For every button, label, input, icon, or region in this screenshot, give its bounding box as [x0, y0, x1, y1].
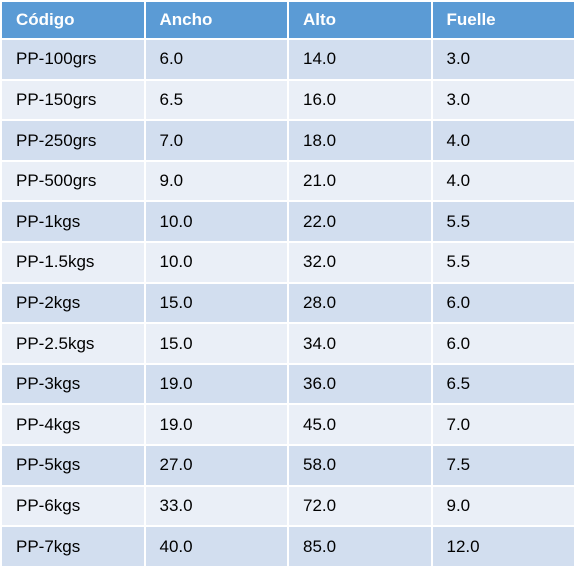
table-cell: 14.0 — [289, 40, 431, 79]
table-row: PP-100grs 6.0 14.0 3.0 — [2, 40, 574, 79]
header-cell: Alto — [289, 2, 431, 38]
table-cell: 9.0 — [432, 486, 574, 526]
table-row: PP-6kgs 33.0 72.0 9.0 — [2, 486, 574, 526]
table-row: PP-5kgs 27.0 58.0 7.5 — [2, 446, 574, 485]
table-row: PP-500grs 9.0 21.0 4.0 — [2, 161, 574, 201]
table-cell: PP-4kgs — [2, 405, 144, 445]
table-row: PP-3kgs 19.0 36.0 6.5 — [2, 364, 574, 404]
table-cell: 7.5 — [432, 446, 574, 485]
table-row: PP-2.5kgs 15.0 34.0 6.0 — [2, 324, 574, 363]
header-row: Código Ancho Alto Fuelle — [2, 2, 574, 38]
table-cell: PP-1.5kgs — [2, 243, 144, 282]
table-cell: 19.0 — [145, 364, 287, 404]
table-cell: 58.0 — [289, 446, 431, 485]
table-cell: 15.0 — [145, 283, 287, 323]
table-cell: 72.0 — [289, 486, 431, 526]
table-cell: PP-5kgs — [2, 446, 144, 485]
table-cell: 6.0 — [432, 324, 574, 363]
table-cell: 7.0 — [145, 121, 287, 160]
table-row: PP-2kgs 15.0 28.0 6.0 — [2, 283, 574, 323]
table-cell: PP-3kgs — [2, 364, 144, 404]
table-cell: PP-2kgs — [2, 283, 144, 323]
table-cell: 7.0 — [432, 405, 574, 445]
table-cell: 3.0 — [432, 40, 574, 79]
table-cell: 15.0 — [145, 324, 287, 363]
table-header: Código Ancho Alto Fuelle — [2, 2, 574, 38]
header-cell: Ancho — [145, 2, 287, 38]
table-cell: 21.0 — [289, 161, 431, 201]
table-row: PP-4kgs 19.0 45.0 7.0 — [2, 405, 574, 445]
table-cell: 27.0 — [145, 446, 287, 485]
table-cell: 9.0 — [145, 161, 287, 201]
table-cell: 5.5 — [432, 243, 574, 282]
table-cell: 40.0 — [145, 527, 287, 566]
table-cell: PP-500grs — [2, 161, 144, 201]
table-cell: 33.0 — [145, 486, 287, 526]
table-row: PP-150grs 6.5 16.0 3.0 — [2, 80, 574, 120]
table-cell: 28.0 — [289, 283, 431, 323]
table-cell: 4.0 — [432, 161, 574, 201]
header-cell: Fuelle — [432, 2, 574, 38]
table-cell: 3.0 — [432, 80, 574, 120]
table-cell: 6.0 — [145, 40, 287, 79]
table-cell: 19.0 — [145, 405, 287, 445]
table-cell: 4.0 — [432, 121, 574, 160]
table-row: PP-1.5kgs 10.0 32.0 5.5 — [2, 243, 574, 282]
table-cell: PP-250grs — [2, 121, 144, 160]
table-cell: PP-7kgs — [2, 527, 144, 566]
table-cell: 12.0 — [432, 527, 574, 566]
table-cell: 6.0 — [432, 283, 574, 323]
table-cell: 36.0 — [289, 364, 431, 404]
table-cell: 6.5 — [145, 80, 287, 120]
table-cell: PP-6kgs — [2, 486, 144, 526]
table-cell: PP-2.5kgs — [2, 324, 144, 363]
table-cell: 10.0 — [145, 202, 287, 242]
table-cell: PP-150grs — [2, 80, 144, 120]
table-cell: PP-1kgs — [2, 202, 144, 242]
table-cell: 18.0 — [289, 121, 431, 160]
table-cell: 5.5 — [432, 202, 574, 242]
table-cell: 10.0 — [145, 243, 287, 282]
table-cell: 6.5 — [432, 364, 574, 404]
table-body: PP-100grs 6.0 14.0 3.0 PP-150grs 6.5 16.0 3.0 PP… — [2, 40, 574, 566]
table-cell: 16.0 — [289, 80, 431, 120]
table-cell: 85.0 — [289, 527, 431, 566]
table-row: PP-1kgs 10.0 22.0 5.5 — [2, 202, 574, 242]
table-cell: 22.0 — [289, 202, 431, 242]
table-row: PP-7kgs 40.0 85.0 12.0 — [2, 527, 574, 566]
table-cell: 32.0 — [289, 243, 431, 282]
table-cell: PP-100grs — [2, 40, 144, 79]
table-row: PP-250grs 7.0 18.0 4.0 — [2, 121, 574, 160]
table-cell: 45.0 — [289, 405, 431, 445]
table-cell: 34.0 — [289, 324, 431, 363]
header-cell: Código — [2, 2, 144, 38]
